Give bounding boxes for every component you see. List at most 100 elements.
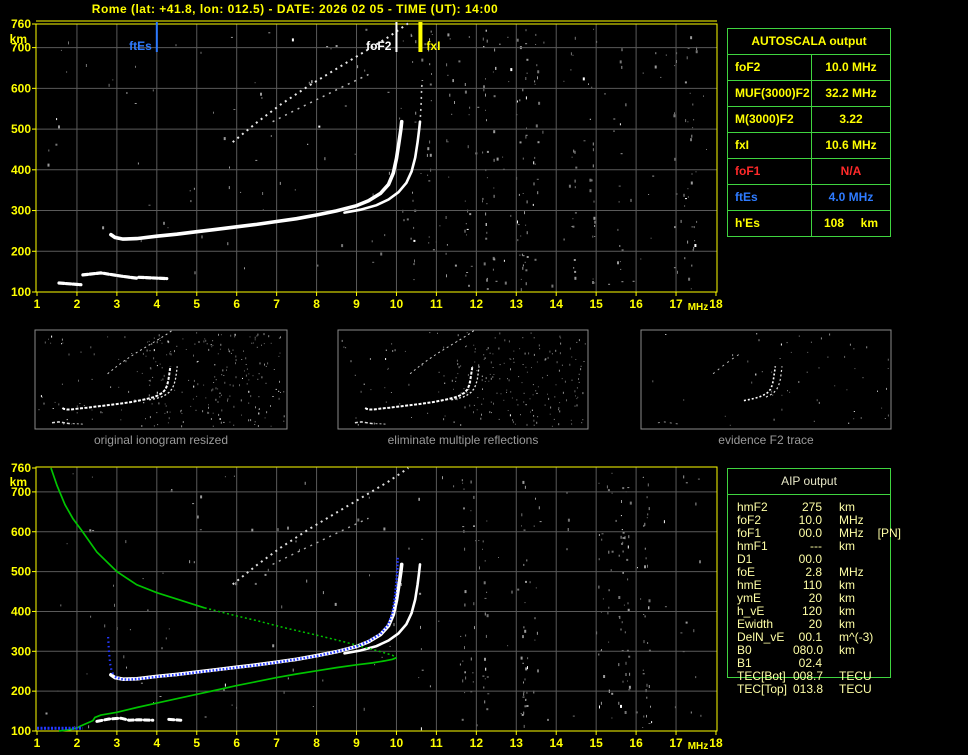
aip-row-value: 00.0 bbox=[798, 526, 822, 540]
svg-text:13: 13 bbox=[510, 736, 524, 750]
svg-text:1: 1 bbox=[34, 297, 41, 311]
autoscala-row-value: 10.6 MHz bbox=[825, 138, 877, 152]
svg-text:11: 11 bbox=[430, 736, 443, 750]
svg-text:700: 700 bbox=[11, 485, 31, 499]
svg-text:300: 300 bbox=[11, 204, 31, 218]
aip-row-label: ymE bbox=[737, 591, 761, 605]
aip-row-unit: km bbox=[839, 604, 855, 618]
svg-text:11: 11 bbox=[430, 297, 443, 311]
svg-text:15: 15 bbox=[589, 736, 603, 750]
aip-row-value: 110 bbox=[802, 578, 822, 592]
autoscala-row-label: MUF(3000)F2 bbox=[728, 81, 812, 106]
autoscala-row-value: 3.22 bbox=[839, 112, 863, 126]
aip-row-unit: MHz bbox=[839, 565, 864, 579]
aip-row-label: Ewidth bbox=[737, 617, 774, 631]
svg-text:1: 1 bbox=[34, 736, 41, 750]
aip-row-value: 008.7 bbox=[793, 669, 824, 683]
svg-text:100: 100 bbox=[11, 724, 31, 738]
autoscala-row: h'Es 108 km bbox=[728, 211, 890, 236]
aip-row: foF2 10.0 MHz bbox=[727, 514, 891, 527]
autoscala-row-value: 108 km bbox=[823, 216, 879, 230]
svg-text:400: 400 bbox=[11, 604, 31, 618]
autoscala-row: ftEs 4.0 MHz bbox=[728, 185, 890, 211]
aip-row: B1 02.4 bbox=[727, 657, 891, 670]
svg-text:100: 100 bbox=[11, 285, 31, 299]
station-header: Rome (lat: +41.8, lon: 012.5) - DATE: 20… bbox=[91, 2, 499, 16]
svg-text:3: 3 bbox=[114, 297, 121, 311]
svg-text:14: 14 bbox=[550, 736, 564, 750]
aip-row: h_vE 120 km bbox=[727, 605, 891, 618]
aip-row: B0 080.0 km bbox=[727, 644, 891, 657]
aip-row-label: hmE bbox=[737, 578, 762, 592]
autoscala-output-table: AUTOSCALA output foF2 10.0 MHz MUF(3000)F2… bbox=[727, 28, 891, 237]
svg-text:12: 12 bbox=[470, 297, 484, 311]
aip-row-unit: MHz bbox=[839, 513, 864, 527]
aip-row-unit: km bbox=[839, 591, 855, 605]
aip-row-unit: km bbox=[839, 643, 855, 657]
svg-text:6: 6 bbox=[233, 736, 240, 750]
aip-row-label: D1 bbox=[737, 552, 753, 566]
svg-text:18: 18 bbox=[709, 736, 723, 750]
aip-row-unit: MHz bbox=[839, 526, 864, 540]
svg-text:8: 8 bbox=[313, 297, 320, 311]
svg-text:13: 13 bbox=[510, 297, 524, 311]
aip-row-value: --- bbox=[810, 539, 822, 553]
svg-text:10: 10 bbox=[390, 297, 404, 311]
aip-output-panel: AIP output bbox=[727, 468, 891, 678]
svg-text:ftEs: ftEs bbox=[129, 39, 152, 53]
aip-row-value: 080.0 bbox=[793, 643, 824, 657]
aip-row-unit: km bbox=[839, 617, 855, 631]
autoscala-row: M(3000)F2 3.22 bbox=[728, 107, 890, 133]
autoscala-row-label: foF1 bbox=[728, 159, 812, 184]
autoscala-row-value: 4.0 MHz bbox=[828, 190, 874, 204]
svg-text:5: 5 bbox=[193, 297, 200, 311]
aip-row-label: hmF1 bbox=[737, 539, 768, 553]
aip-row: D1 00.0 bbox=[727, 553, 891, 566]
aip-row-value: 20 bbox=[808, 617, 822, 631]
autoscala-row: foF1 N/A bbox=[728, 159, 890, 185]
aip-row-label: foE bbox=[737, 565, 756, 579]
aip-row-unit: TECU bbox=[839, 669, 872, 683]
svg-text:4: 4 bbox=[153, 736, 160, 750]
aip-row-label: DelN_vE bbox=[737, 630, 785, 644]
svg-text:9: 9 bbox=[353, 736, 360, 750]
aip-row-value: 120 bbox=[801, 604, 822, 618]
aip-row: hmE 110 km bbox=[727, 579, 891, 592]
aip-row: TEC[Bot] 008.7 TECU bbox=[727, 670, 891, 683]
svg-text:16: 16 bbox=[629, 297, 643, 311]
aip-row-label: TEC[Top] bbox=[737, 682, 788, 696]
svg-text:200: 200 bbox=[11, 684, 31, 698]
svg-text:700: 700 bbox=[11, 41, 31, 55]
aip-panel-rows: hmF2 275 km foF2 10.0 MHz foF1 00.0 MHz [PN] hmF1-… bbox=[727, 500, 902, 696]
aip-row: DelN_vE 00.1 m^(-3) bbox=[727, 631, 891, 644]
svg-text:7: 7 bbox=[273, 297, 280, 311]
svg-text:15: 15 bbox=[589, 297, 603, 311]
svg-text:760: 760 bbox=[11, 461, 31, 475]
caption-evidence-f2-trace: evidence F2 trace bbox=[718, 433, 814, 447]
autoscala-row-value: 10.0 MHz bbox=[825, 60, 877, 74]
caption-eliminate-reflections: eliminate multiple reflections bbox=[387, 433, 539, 447]
aip-row-label: h_vE bbox=[737, 604, 765, 618]
autoscala-row-label: fxI bbox=[728, 133, 812, 158]
svg-text:10: 10 bbox=[390, 736, 404, 750]
aip-row-value: 00.1 bbox=[798, 630, 822, 644]
autoscala-row-label: h'Es bbox=[728, 211, 812, 236]
svg-text:600: 600 bbox=[11, 525, 31, 539]
svg-text:500: 500 bbox=[11, 565, 31, 579]
autoscala-row: foF2 10.0 MHz bbox=[728, 55, 890, 81]
aip-row-value: 275 bbox=[801, 500, 822, 514]
aip-row: Ewidth 20 km bbox=[727, 618, 891, 631]
aip-row-value: 20 bbox=[808, 591, 822, 605]
aip-row-value: 00.0 bbox=[798, 552, 822, 566]
autoscala-row-label: foF2 bbox=[728, 55, 812, 80]
autoscala-row-label: ftEs bbox=[728, 185, 812, 210]
svg-text:17: 17 bbox=[669, 297, 683, 311]
autoscala-table-title: AUTOSCALA output bbox=[728, 29, 890, 55]
svg-text:17: 17 bbox=[669, 736, 683, 750]
aip-row: ymE 20 km bbox=[727, 592, 891, 605]
aip-row-unit: TECU bbox=[839, 682, 872, 696]
svg-text:km: km bbox=[10, 32, 27, 46]
svg-text:3: 3 bbox=[114, 736, 121, 750]
aip-row: foF1 00.0 MHz [PN] bbox=[737, 526, 902, 540]
